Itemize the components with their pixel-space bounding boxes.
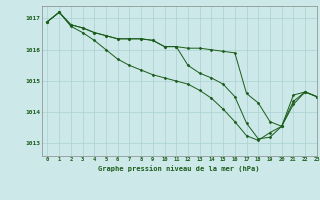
X-axis label: Graphe pression niveau de la mer (hPa): Graphe pression niveau de la mer (hPa) bbox=[99, 165, 260, 172]
